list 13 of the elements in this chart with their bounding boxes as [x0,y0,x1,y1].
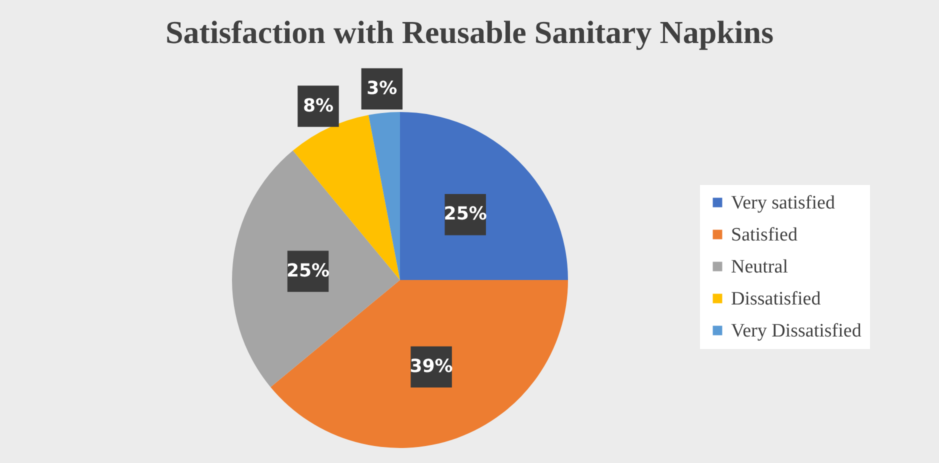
legend-label: Dissatisfied [731,288,822,310]
chart-title: Satisfaction with Reusable Sanitary Napkins [165,14,774,50]
pie-slice [400,112,568,280]
legend-label: Very satisfied [731,192,836,214]
pie-slice [232,150,400,388]
data-label: 3% [366,78,398,99]
data-label: 8% [302,95,334,116]
legend-label: Satisfied [731,224,798,246]
legend-label: Neutral [731,256,788,278]
data-label: 25% [286,260,330,282]
pie-slice [270,280,568,448]
legend-label: Very Dissatisfied [731,320,862,342]
pie-slice [368,112,400,280]
